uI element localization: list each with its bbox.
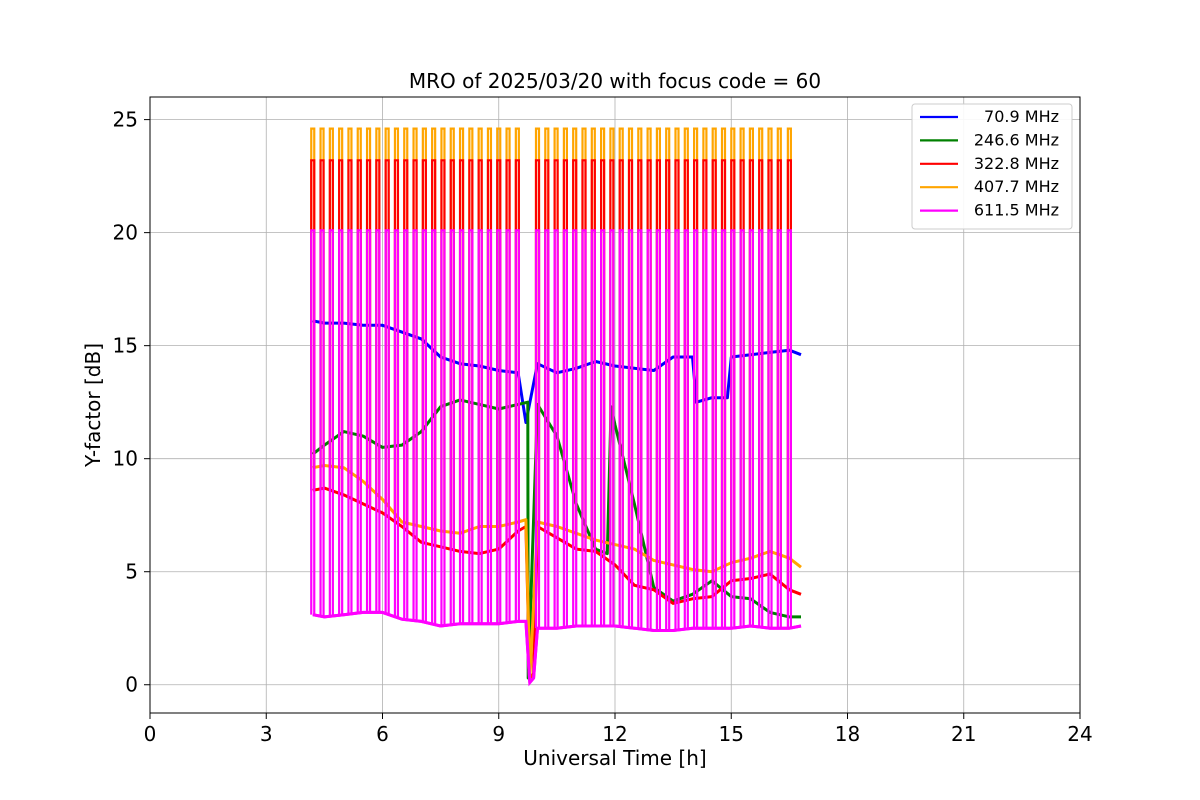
calibration-spike	[468, 229, 474, 624]
x-tick-label: 21	[951, 722, 976, 746]
x-tick-label: 24	[1067, 722, 1092, 746]
legend-entry: 70.9 MHz	[984, 107, 1059, 126]
calibration-spike	[730, 229, 736, 629]
y-axis: 0 5 10 15 20 25	[113, 108, 150, 697]
calibration-spike	[590, 229, 596, 626]
calibration-spikes	[310, 127, 802, 687]
calibration-spike	[758, 229, 764, 628]
legend-entry: 611.5 MHz	[974, 201, 1059, 220]
calibration-spike	[572, 229, 578, 627]
legend-box	[911, 103, 1073, 230]
calibration-spike	[674, 229, 680, 631]
calibration-spike	[665, 229, 671, 631]
calibration-spike	[562, 229, 569, 628]
x-tick-label: 0	[144, 722, 157, 746]
calibration-spike	[477, 229, 483, 624]
y-tick-label: 5	[125, 560, 138, 584]
series-line-611-5-mhz-overlay	[312, 610, 802, 687]
calibration-spike	[338, 229, 344, 616]
calibration-spike	[637, 229, 643, 629]
legend-entry: 322.8 MHz	[974, 154, 1059, 173]
x-tick-label: 9	[492, 722, 505, 746]
calibration-spike	[655, 229, 662, 631]
x-tick-label: 12	[602, 722, 627, 746]
calibration-spike	[403, 229, 409, 620]
calibration-spike	[544, 229, 550, 629]
calibration-spike	[393, 229, 400, 618]
y-tick-label: 0	[125, 673, 138, 697]
calibration-spike	[431, 229, 437, 625]
chart-title: MRO of 2025/03/20 with focus code = 60	[409, 69, 821, 93]
calibration-spike	[627, 229, 634, 628]
calibration-spike	[534, 229, 541, 629]
legend-entry: 246.6 MHz	[974, 130, 1059, 149]
calibration-spike	[581, 229, 587, 626]
calibration-spike	[458, 229, 465, 624]
calibration-spike	[375, 229, 381, 613]
calibration-spike	[440, 229, 446, 626]
calibration-spike	[384, 229, 390, 615]
calibration-spike	[702, 229, 708, 629]
calibration-spike	[748, 229, 755, 627]
calibration-spike	[646, 229, 652, 630]
calibration-spike	[486, 229, 493, 624]
calibration-spike	[347, 229, 353, 614]
x-tick-label: 6	[376, 722, 389, 746]
calibration-spike	[505, 229, 511, 623]
calibration-spike	[514, 229, 520, 622]
calibration-spike	[365, 229, 372, 613]
x-tick-label: 15	[719, 722, 744, 746]
x-tick-label: 18	[835, 722, 860, 746]
calibration-spike	[553, 229, 559, 629]
legend-entry: 407.7 MHz	[974, 177, 1059, 196]
y-axis-label: Y-factor [dB]	[81, 343, 105, 468]
calibration-spike	[692, 229, 699, 629]
calibration-spike	[776, 229, 782, 629]
calibration-spike	[319, 229, 325, 617]
x-axis: 0 3 6 9 12 15 18 21 24	[144, 713, 1093, 746]
calibration-spike	[496, 229, 502, 624]
y-tick-label: 10	[113, 447, 138, 471]
y-tick-label: 15	[113, 334, 138, 358]
calibration-spike	[609, 229, 615, 626]
calibration-spike	[599, 229, 606, 626]
calibration-spike	[711, 229, 717, 629]
x-axis-label: Universal Time [h]	[523, 746, 706, 770]
calibration-spike	[449, 229, 455, 625]
calibration-spike	[767, 229, 773, 629]
y-tick-label: 25	[113, 108, 138, 132]
calibration-spike	[356, 229, 362, 613]
calibration-spike	[786, 229, 792, 629]
calibration-spike	[328, 229, 334, 617]
calibration-spike	[421, 229, 427, 623]
x-tick-label: 3	[260, 722, 273, 746]
calibration-spike	[683, 229, 689, 629]
y-tick-label: 20	[113, 221, 138, 245]
legend: 70.9 MHz 246.6 MHz 322.8 MHz 407.7 MHz 611.5…	[911, 103, 1073, 230]
calibration-spike	[310, 229, 316, 615]
calibration-spike	[739, 229, 745, 627]
calibration-spike	[412, 229, 418, 621]
calibration-spike	[720, 229, 727, 629]
calibration-spike	[618, 229, 624, 627]
